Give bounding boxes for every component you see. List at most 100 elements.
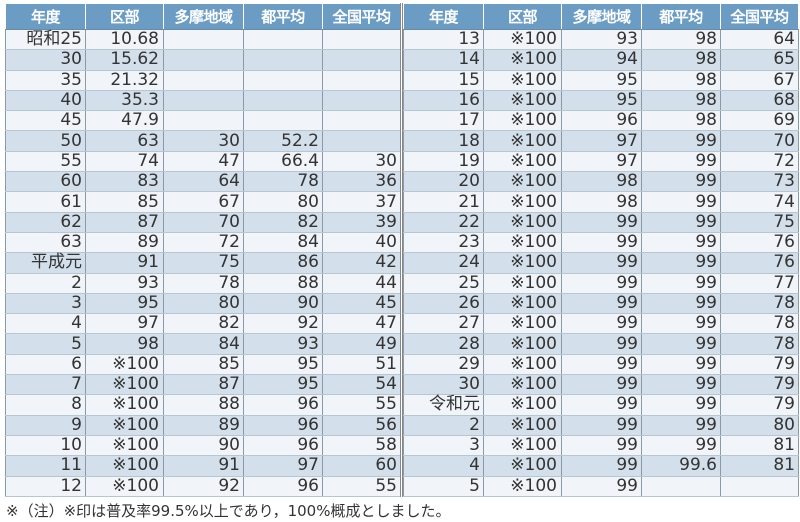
cell-kubu: ※100 (483, 90, 562, 112)
table-row: 9 ※100 89 96 56 (5, 415, 401, 436)
cell-tokyo-avg: 80 (243, 192, 323, 213)
cell-tama: 70 (163, 212, 244, 233)
cell-tama: 92 (163, 476, 244, 497)
cell-national-avg: 81 (720, 456, 799, 477)
cell-year: 12 (5, 476, 86, 497)
cell-tokyo-avg: 99 (641, 293, 721, 315)
cell-kubu: ※100 (483, 151, 562, 173)
cell-national-avg: 77 (720, 273, 799, 294)
cell-tokyo-avg (243, 29, 323, 51)
cell-national-avg: 58 (322, 435, 401, 457)
cell-tokyo-avg (641, 476, 721, 497)
cell-kubu: 98 (85, 334, 164, 355)
table-row: 23 ※100 99 99 76 (403, 232, 799, 254)
cell-year: 16 (403, 90, 484, 112)
cell-tokyo-avg: 98 (641, 29, 721, 51)
header-kubu: 区部 (483, 3, 562, 30)
cell-tama: 30 (163, 131, 244, 152)
header-row: 年度 区部 多摩地域 都平均 全国平均 (5, 3, 401, 30)
cell-tama: 99 (561, 253, 642, 274)
cell-tama: 96 (561, 111, 642, 132)
cell-tama (163, 70, 244, 91)
cell-kubu: 95 (85, 293, 164, 315)
cell-tokyo-avg: 96 (243, 395, 323, 416)
cell-tama: 80 (163, 293, 244, 315)
cell-year: 21 (403, 192, 484, 213)
cell-tokyo-avg: 96 (243, 476, 323, 497)
cell-tokyo-avg: 98 (641, 90, 721, 112)
cell-year: 45 (5, 111, 86, 132)
cell-kubu: ※100 (483, 50, 562, 71)
cell-kubu: 74 (85, 151, 164, 173)
cell-tokyo-avg: 99 (641, 354, 721, 376)
cell-kubu: 91 (85, 253, 164, 274)
cell-year: 22 (403, 212, 484, 233)
diffusion-table-right: 年度 区部 多摩地域 都平均 全国平均 13 ※100 93 98 64 14 ※100 94 98 65 1… (403, 3, 799, 497)
cell-tama: 97 (561, 131, 642, 152)
cell-tama: 98 (561, 172, 642, 193)
cell-kubu: ※100 (483, 212, 562, 233)
cell-year: 9 (5, 415, 86, 436)
cell-national-avg: 75 (720, 212, 799, 233)
cell-kubu: ※100 (483, 314, 562, 335)
table-row: 13 ※100 93 98 64 (403, 29, 799, 51)
cell-year: 35 (5, 70, 86, 91)
cell-tama: 67 (163, 192, 244, 213)
cell-tama: 84 (163, 334, 244, 355)
cell-tokyo-avg (243, 70, 323, 91)
cell-tama: 99 (561, 395, 642, 416)
cell-tama: 91 (163, 456, 244, 477)
cell-kubu: ※100 (483, 70, 562, 91)
cell-national-avg: 79 (720, 354, 799, 376)
table-row: 5 ※100 99 (403, 476, 799, 497)
cell-year: 14 (403, 50, 484, 71)
cell-tokyo-avg: 95 (243, 375, 323, 396)
cell-year: 13 (403, 29, 484, 51)
cell-tama (163, 110, 244, 132)
cell-year: 19 (403, 151, 484, 173)
cell-year: 17 (403, 111, 484, 132)
header-tama: 多摩地域 (163, 3, 244, 30)
cell-kubu: ※100 (483, 111, 562, 132)
cell-tama: 94 (561, 50, 642, 71)
cell-tama: 88 (163, 395, 244, 416)
cell-year: 55 (5, 151, 86, 173)
cell-tokyo-avg: 52.2 (243, 131, 323, 152)
cell-national-avg (322, 29, 401, 51)
cell-national-avg: 70 (720, 131, 799, 152)
cell-tama: 89 (163, 415, 244, 436)
cell-tokyo-avg: 98 (641, 50, 721, 71)
table-row: 61 85 67 80 37 (5, 192, 401, 213)
cell-kubu: ※100 (483, 375, 562, 396)
cell-kubu: 87 (85, 212, 164, 233)
cell-year: 3 (5, 293, 86, 315)
table-row: 21 ※100 98 99 74 (403, 192, 799, 213)
table-row: 20 ※100 98 99 73 (403, 172, 799, 193)
cell-year: 63 (5, 232, 86, 254)
cell-kubu: 97 (85, 314, 164, 335)
cell-kubu: ※100 (483, 131, 562, 152)
cell-year: 61 (5, 192, 86, 213)
table-row: 40 35.3 (5, 90, 401, 112)
header-tama: 多摩地域 (561, 3, 642, 30)
cell-national-avg: 64 (720, 29, 799, 51)
cell-national-avg: 37 (322, 192, 401, 213)
cell-tama: 99 (561, 293, 642, 315)
cell-kubu: ※100 (483, 29, 562, 51)
table-row: 令和元 ※100 99 99 79 (403, 395, 799, 416)
table-row: 3 95 80 90 45 (5, 293, 401, 315)
cell-kubu: ※100 (483, 232, 562, 254)
table-row: 17 ※100 96 98 69 (403, 111, 799, 132)
table-row: 55 74 47 66.4 30 (5, 151, 401, 173)
cell-year: 27 (403, 314, 484, 335)
cell-year: 30 (403, 375, 484, 396)
cell-tokyo-avg: 96 (243, 415, 323, 436)
cell-tama: 99 (561, 273, 642, 294)
cell-tokyo-avg: 84 (243, 232, 323, 254)
cell-national-avg: 44 (322, 273, 401, 294)
cell-kubu: ※100 (85, 435, 164, 457)
cell-tama: 99 (561, 354, 642, 376)
cell-national-avg: 78 (720, 334, 799, 355)
cell-tama: 95 (561, 70, 642, 91)
table-row: 19 ※100 97 99 72 (403, 151, 799, 173)
